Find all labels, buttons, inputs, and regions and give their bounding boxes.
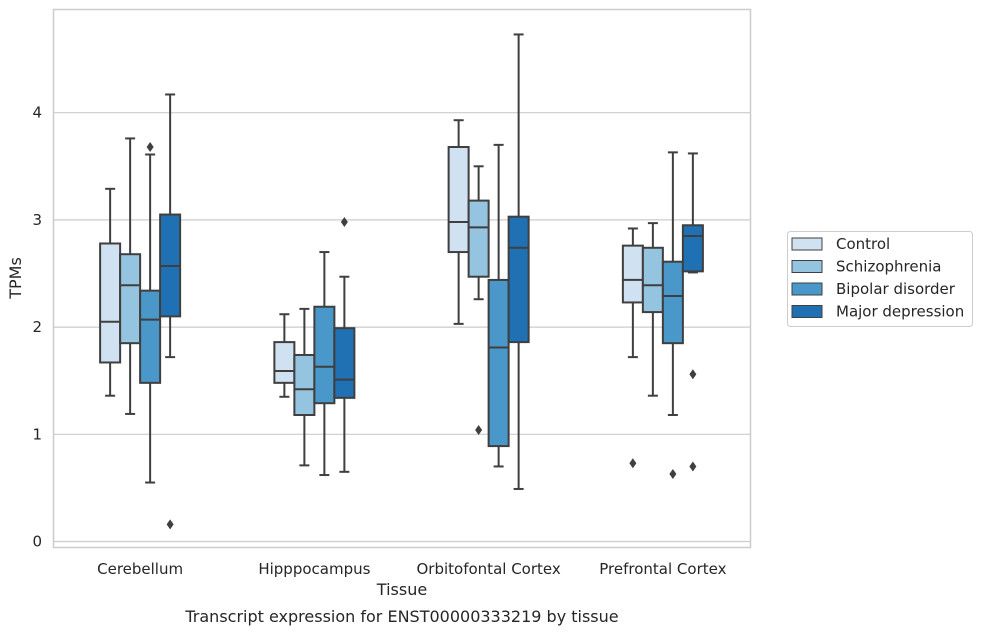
outlier-point: [629, 458, 637, 469]
box-bipolar-disorder: [139, 142, 162, 484]
box-iqr: [641, 246, 664, 314]
x-axis-label: Tissue: [376, 580, 427, 599]
box-iqr: [467, 199, 490, 278]
y-tick-label: 4: [32, 104, 42, 122]
box-major-depression: [681, 152, 704, 472]
box-iqr: [621, 244, 644, 304]
box-control: [621, 227, 644, 469]
box-iqr: [293, 353, 316, 417]
legend-label: Schizophrenia: [836, 258, 941, 276]
box-iqr: [139, 289, 162, 384]
box-iqr: [507, 215, 530, 344]
y-axis-label: TPMs: [6, 257, 25, 300]
box-iqr: [681, 224, 704, 273]
y-tick-label: 0: [32, 533, 42, 551]
box-iqr: [313, 305, 336, 405]
box-iqr: [99, 242, 122, 364]
box-bipolar-disorder: [661, 151, 684, 479]
box-schizophrenia: [641, 222, 664, 397]
box-iqr: [333, 327, 356, 399]
chart-caption: Transcript expression for ENST0000033321…: [184, 607, 618, 626]
outlier-point: [689, 369, 697, 380]
box-schizophrenia: [467, 165, 490, 436]
box-iqr: [487, 278, 510, 448]
outlier-point: [340, 217, 348, 228]
outlier-point: [669, 468, 677, 479]
box-iqr: [119, 253, 142, 345]
plot-frame: [52, 8, 752, 549]
box-major-depression: [507, 33, 530, 490]
box-schizophrenia: [119, 137, 142, 415]
x-tick-label: Cerebellum: [97, 560, 183, 578]
box-major-depression: [159, 93, 182, 530]
legend: Control Schizophrenia Bipolar disorder Majo…: [787, 231, 973, 327]
x-tick-label: Prefrontal Cortex: [599, 560, 726, 578]
y-tick-label: 1: [32, 425, 42, 443]
box-control: [273, 313, 296, 398]
legend-label: Control: [836, 235, 890, 253]
box-iqr: [273, 341, 296, 384]
box-bipolar-disorder: [487, 143, 510, 468]
box-iqr: [447, 146, 470, 254]
legend-swatch: [791, 282, 823, 296]
x-tick-label: Hipppocampus: [258, 560, 370, 578]
box-major-depression: [333, 217, 356, 473]
y-tick-label: 3: [32, 211, 42, 229]
outlier-point: [475, 425, 483, 436]
legend-frame: [787, 231, 973, 327]
legend-label: Bipolar disorder: [836, 280, 956, 298]
outlier-point: [689, 461, 697, 472]
legend-label: Major depression: [836, 303, 964, 321]
outlier-point: [166, 519, 174, 530]
legend-swatch: [791, 305, 823, 318]
y-tick-label: 2: [32, 318, 42, 336]
box-control: [447, 119, 470, 325]
boxes: [99, 33, 704, 530]
box-bipolar-disorder: [313, 251, 336, 477]
legend-swatch: [791, 237, 823, 251]
legend-swatch: [791, 260, 823, 273]
box-iqr: [661, 260, 684, 345]
x-tick-label: Orbitofontal Cortex: [417, 560, 561, 578]
y-tick-labels: 0 1 2 3 4: [32, 104, 42, 551]
box-schizophrenia: [293, 307, 316, 467]
outlier-point: [146, 142, 154, 153]
x-tick-labels: Cerebellum Hipppocampus Orbitofontal Corte…: [97, 560, 726, 578]
